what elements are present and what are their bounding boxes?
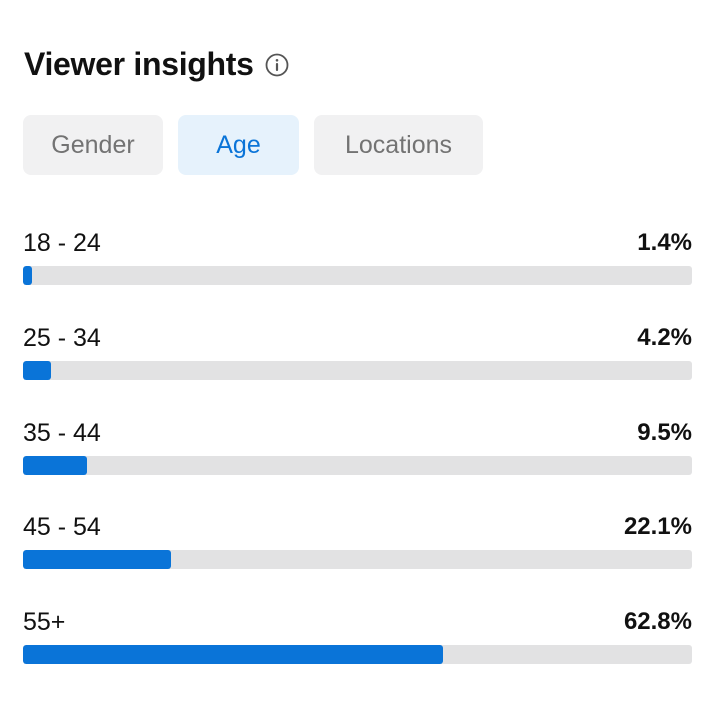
age-range-label: 25 - 34 xyxy=(23,324,101,352)
percentage-value: 9.5% xyxy=(637,419,692,446)
age-row-45-54: 45 - 54 22.1% xyxy=(23,512,692,572)
tab-gender[interactable]: Gender xyxy=(23,115,163,175)
age-row-25-34: 25 - 34 4.2% xyxy=(23,323,692,383)
age-row-55-plus: 55+ 62.8% xyxy=(23,607,692,667)
progress-fill xyxy=(23,645,444,664)
percentage-value: 22.1% xyxy=(623,513,692,540)
tab-locations[interactable]: Locations xyxy=(314,115,483,175)
info-icon[interactable] xyxy=(264,52,290,78)
age-range-label: 18 - 24 xyxy=(23,229,101,257)
age-range-label: 55+ xyxy=(23,608,66,636)
progress-fill xyxy=(23,456,87,475)
section-title: Viewer insights xyxy=(24,46,254,82)
progress-track xyxy=(23,266,692,285)
percentage-value: 1.4% xyxy=(637,229,692,256)
percentage-value: 4.2% xyxy=(637,324,692,351)
viewer-insights-header: Viewer insights xyxy=(24,46,290,83)
progress-fill xyxy=(23,361,52,380)
progress-track xyxy=(23,361,692,380)
age-range-label: 35 - 44 xyxy=(23,419,101,447)
age-row-18-24: 18 - 24 1.4% xyxy=(23,228,692,288)
progress-fill xyxy=(23,550,171,569)
percentage-value: 62.8% xyxy=(623,608,692,635)
progress-track xyxy=(23,550,692,569)
age-row-35-44: 35 - 44 9.5% xyxy=(23,418,692,478)
progress-track xyxy=(23,645,692,664)
tab-age[interactable]: Age xyxy=(178,115,299,175)
insight-tabs: Gender Age Locations xyxy=(23,115,483,175)
age-range-label: 45 - 54 xyxy=(23,513,101,541)
progress-track xyxy=(23,456,692,475)
progress-fill xyxy=(23,266,33,285)
